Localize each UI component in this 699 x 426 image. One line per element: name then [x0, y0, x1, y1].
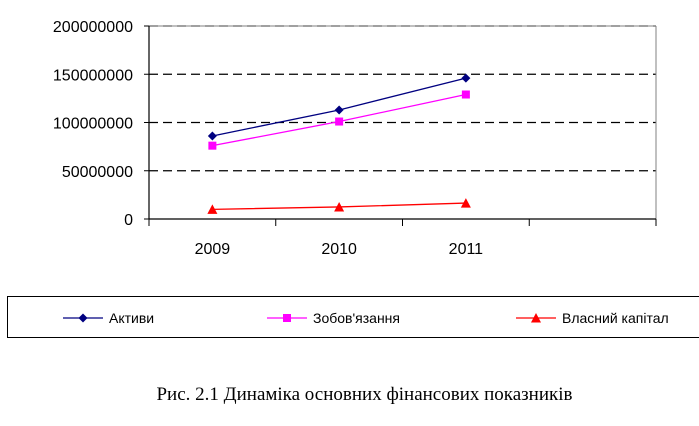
point-2-2009 [207, 204, 218, 214]
series-1 [208, 90, 470, 150]
y-tick-label-200000000: 200000000 [53, 19, 133, 36]
y-axis-tick-labels: 0 50000000 100000000 150000000 200000000 [53, 19, 133, 229]
y-tick-label-100000000: 100000000 [53, 116, 133, 133]
y-tick-label-0: 0 [124, 212, 133, 229]
legend-marker-square-icon [267, 314, 307, 322]
gridlines [149, 25, 656, 172]
legend-label-vlasnyi-kapital: Власний капітал [562, 310, 669, 326]
series-2 [207, 198, 471, 214]
legend-marker-diamond-icon [63, 313, 103, 323]
figure-caption: Рис. 2.1 Динаміка основних фінансових по… [156, 384, 573, 405]
legend: Активи Зобов'язання Власний капітал [7, 296, 699, 338]
legend-label-zobovyazannya: Зобов'язання [313, 310, 400, 326]
y-tick-label-50000000: 50000000 [62, 164, 133, 181]
point-0-2009 [207, 131, 217, 141]
x-tick-label-2011: 2011 [449, 241, 484, 258]
series-0 [207, 73, 471, 141]
point-2-2010 [334, 201, 345, 212]
point-1-2009 [208, 141, 217, 150]
legend-label-aktyvy: Активи [109, 310, 155, 326]
legend-item-aktyvy: Активи [63, 297, 154, 339]
point-1-2010 [335, 117, 344, 126]
legend-item-zobovyazannya: Зобов'язання [267, 297, 400, 339]
x-axis-tick-labels: 2009 2010 2011 [195, 241, 484, 258]
point-0-2011 [461, 73, 471, 83]
line-chart: 0 50000000 100000000 150000000 200000000 200… [53, 19, 657, 258]
point-2-2011 [460, 198, 471, 208]
x-tick-label-2009: 2009 [195, 241, 231, 258]
legend-item-vlasnyi-kapital: Власний капітал [516, 297, 669, 339]
x-tick-label-2010: 2010 [321, 241, 357, 258]
legend-marker-triangle-icon [516, 313, 556, 323]
y-tick-label-150000000: 150000000 [53, 67, 133, 84]
point-0-2010 [334, 105, 344, 115]
point-1-2011 [461, 90, 470, 99]
series-group [207, 73, 471, 214]
axes [144, 25, 657, 226]
